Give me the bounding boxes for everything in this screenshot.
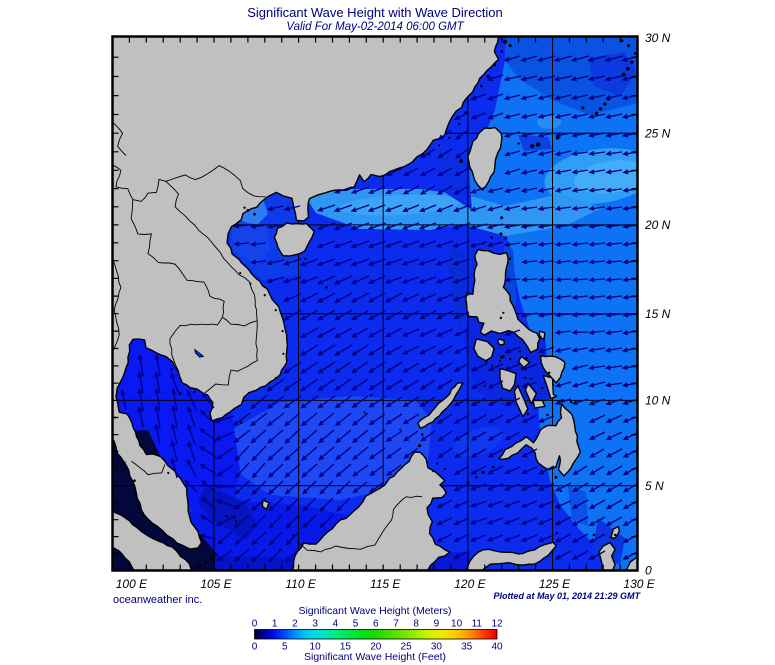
svg-text:10 N: 10 N xyxy=(645,394,671,408)
svg-text:9: 9 xyxy=(434,619,440,630)
svg-text:15: 15 xyxy=(340,642,352,653)
svg-text:20: 20 xyxy=(370,642,382,653)
svg-text:7: 7 xyxy=(393,619,399,630)
svg-text:40: 40 xyxy=(491,642,503,653)
svg-text:10: 10 xyxy=(310,642,322,653)
svg-text:5: 5 xyxy=(282,642,288,653)
svg-text:Valid For May-02-2014 06:00 GM: Valid For May-02-2014 06:00 GMT xyxy=(286,21,464,33)
svg-text:110 E: 110 E xyxy=(285,577,316,591)
svg-text:20 N: 20 N xyxy=(644,218,671,232)
svg-text:0: 0 xyxy=(252,619,258,630)
svg-text:8: 8 xyxy=(413,619,419,630)
svg-text:30 N: 30 N xyxy=(645,31,671,45)
svg-text:0: 0 xyxy=(252,642,258,653)
svg-text:Significant Wave Height (Meter: Significant Wave Height (Meters) xyxy=(298,605,451,617)
svg-text:6: 6 xyxy=(373,619,379,630)
svg-text:2: 2 xyxy=(292,619,298,630)
svg-text:3: 3 xyxy=(312,619,318,630)
svg-text:oceanweather inc.: oceanweather inc. xyxy=(113,594,202,606)
svg-text:1: 1 xyxy=(272,619,278,630)
svg-text:25 N: 25 N xyxy=(644,126,671,140)
svg-text:120 E: 120 E xyxy=(454,577,486,591)
svg-text:25: 25 xyxy=(401,642,413,653)
svg-text:5 N: 5 N xyxy=(645,479,664,493)
svg-text:130 E: 130 E xyxy=(623,577,655,591)
svg-text:Significant Wave Height with W: Significant Wave Height with Wave Direct… xyxy=(247,5,503,20)
svg-text:115 E: 115 E xyxy=(370,577,401,591)
svg-text:30: 30 xyxy=(431,642,443,653)
svg-text:5: 5 xyxy=(353,619,359,630)
svg-text:11: 11 xyxy=(472,619,483,630)
svg-text:100 E: 100 E xyxy=(116,577,148,591)
svg-text:105 E: 105 E xyxy=(200,577,232,591)
svg-text:4: 4 xyxy=(333,619,339,630)
svg-text:35: 35 xyxy=(461,642,473,653)
svg-text:10: 10 xyxy=(451,619,463,630)
svg-text:15 N: 15 N xyxy=(645,307,671,321)
svg-text:0: 0 xyxy=(645,564,652,578)
svg-text:Plotted at May 01, 2014 21:29: Plotted at May 01, 2014 21:29 GMT xyxy=(493,591,641,601)
svg-text:125 E: 125 E xyxy=(539,577,571,591)
svg-text:Significant Wave Height (Feet): Significant Wave Height (Feet) xyxy=(304,651,446,663)
svg-text:12: 12 xyxy=(491,619,503,630)
